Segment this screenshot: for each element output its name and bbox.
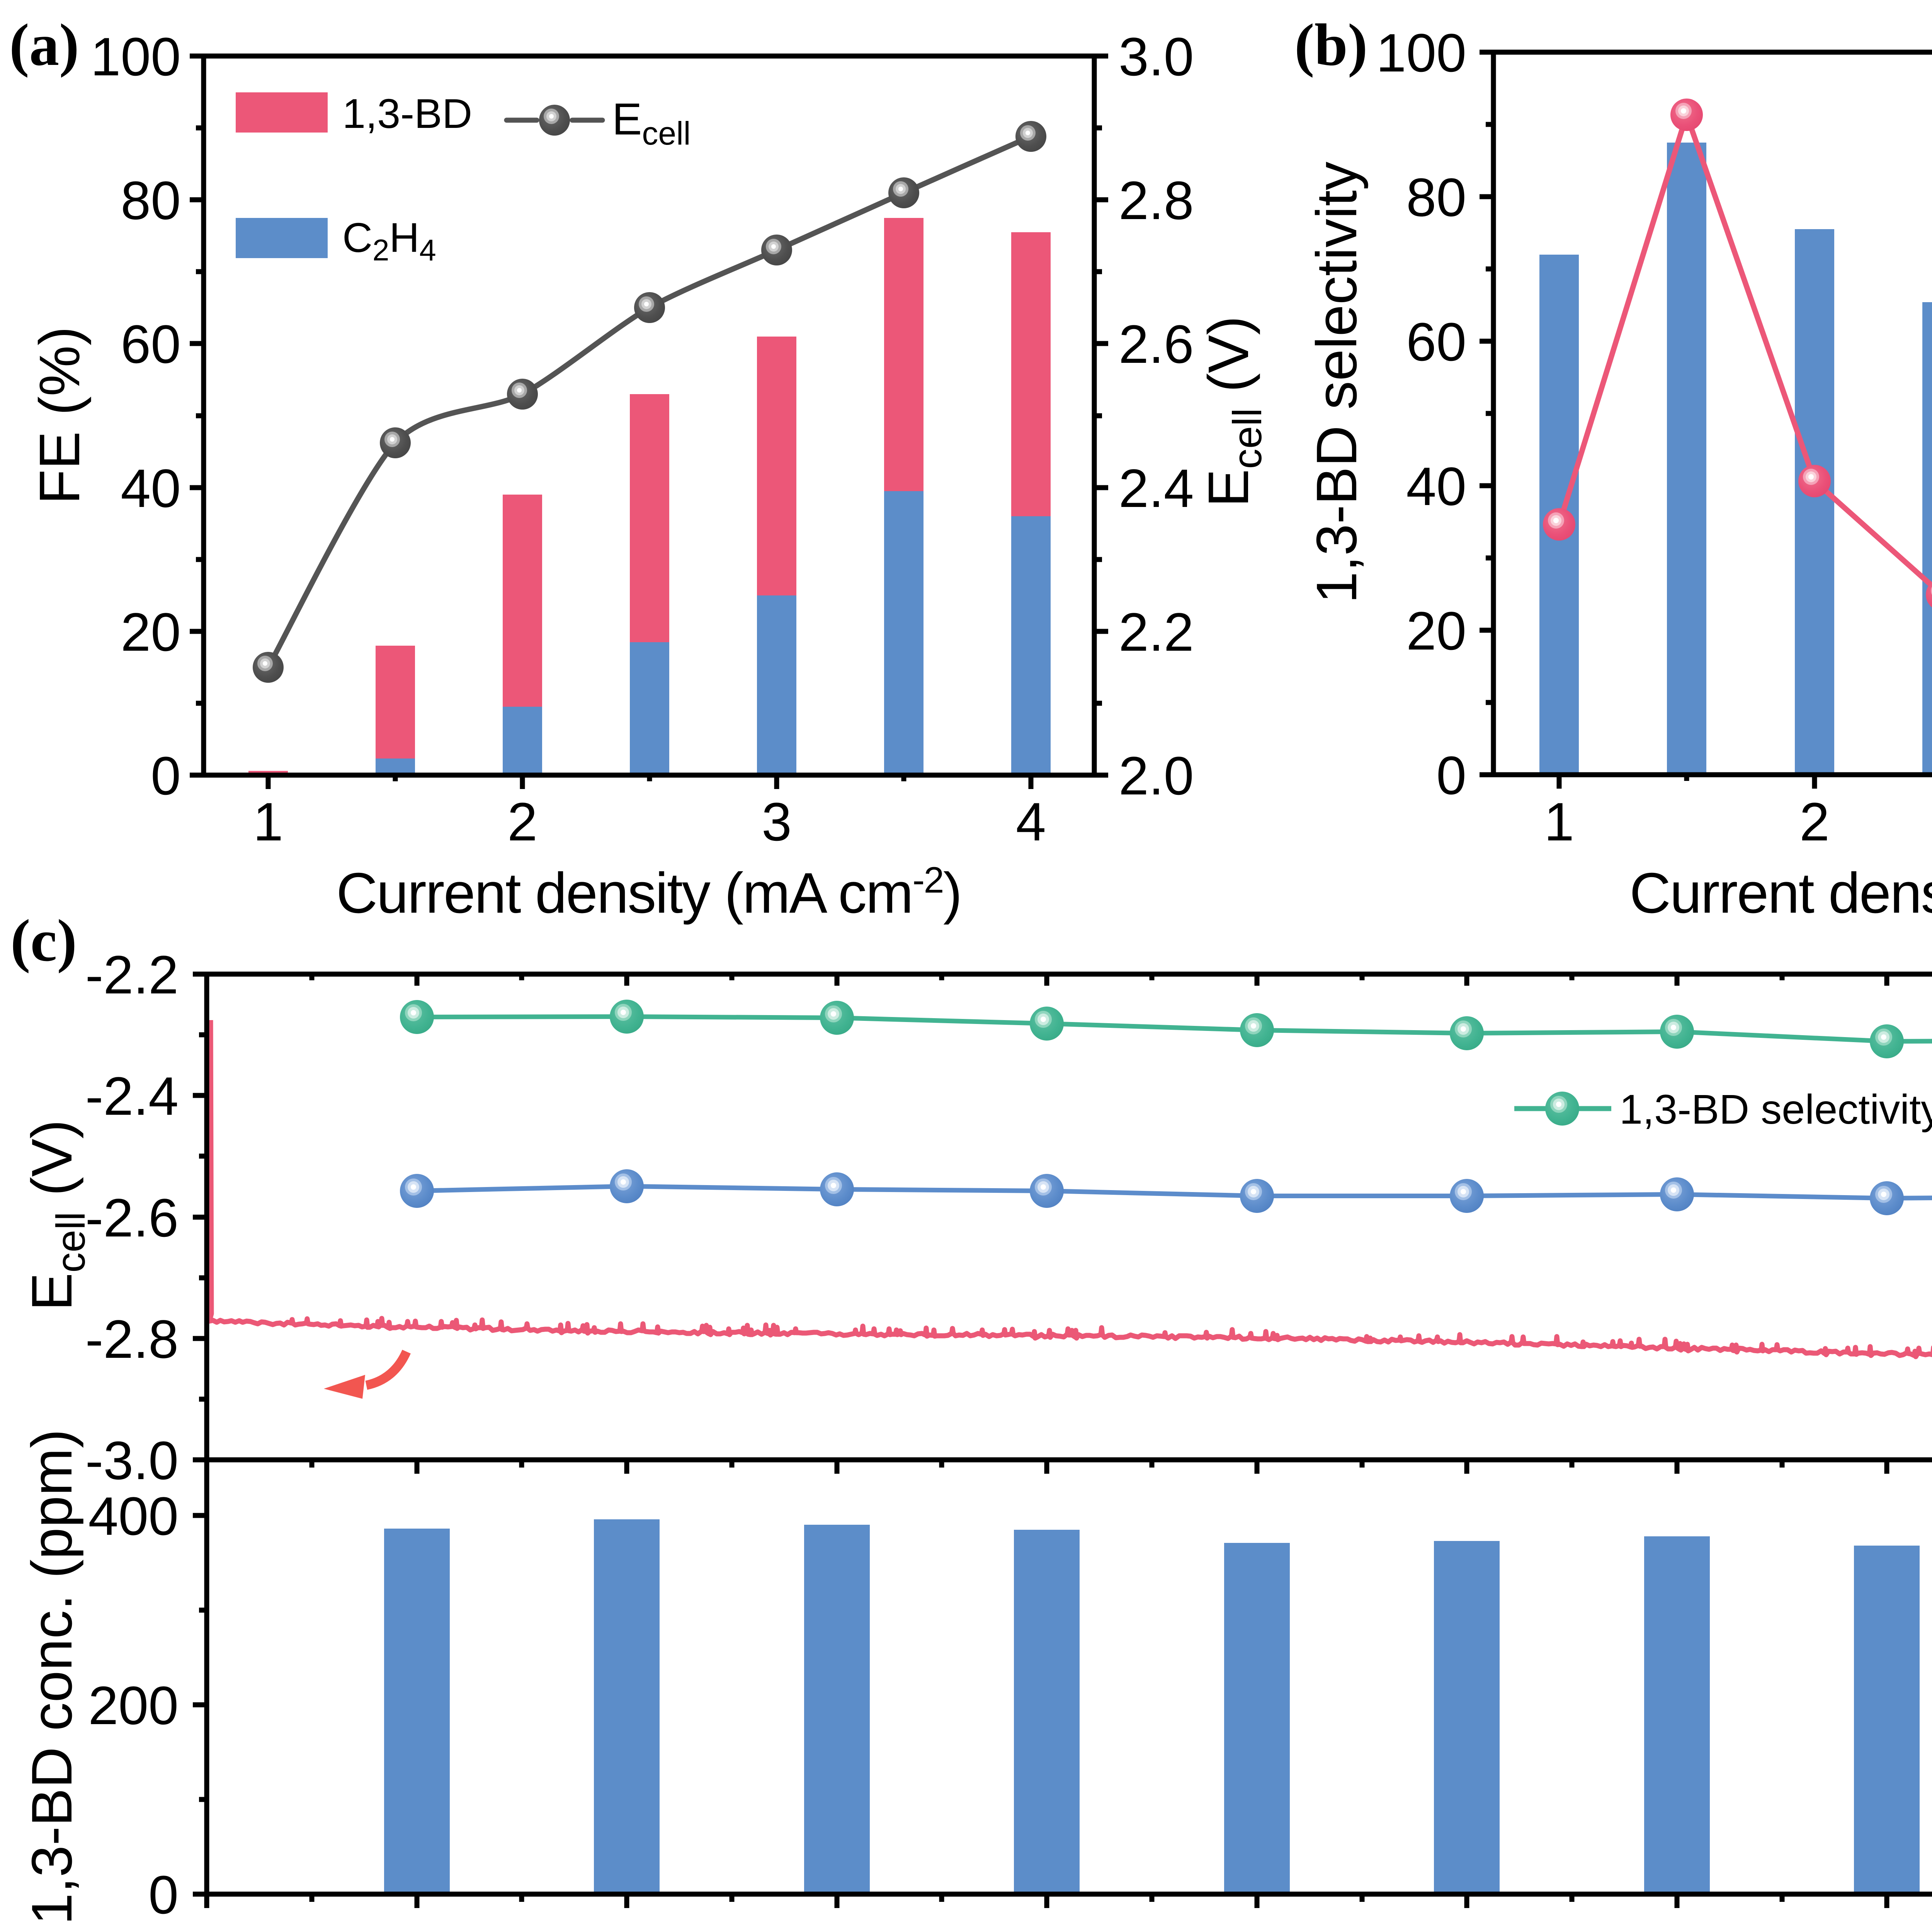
svg-text:Current density (mA cm-2): Current density (mA cm-2) — [1629, 860, 1932, 925]
svg-text:2.8: 2.8 — [1119, 170, 1194, 231]
svg-text:0: 0 — [192, 1928, 222, 1932]
svg-text:-2.2: -2.2 — [85, 944, 179, 1005]
svg-text:60: 60 — [1406, 311, 1466, 372]
svg-text:3: 3 — [762, 791, 792, 852]
svg-text:20: 20 — [121, 602, 181, 662]
svg-text:4: 4 — [1032, 1928, 1062, 1932]
svg-text:1: 1 — [402, 1928, 432, 1932]
svg-text:7: 7 — [1662, 1928, 1692, 1932]
svg-text:-2.4: -2.4 — [85, 1066, 179, 1126]
svg-text:2.4: 2.4 — [1119, 458, 1194, 519]
svg-text:2: 2 — [612, 1928, 642, 1932]
svg-text:40: 40 — [1406, 456, 1466, 517]
svg-text:4: 4 — [1016, 791, 1046, 852]
svg-text:(b): (b) — [1294, 12, 1367, 78]
svg-text:400: 400 — [88, 1486, 179, 1546]
svg-text:80: 80 — [1406, 167, 1466, 228]
svg-text:5: 5 — [1242, 1928, 1272, 1932]
svg-text:2.0: 2.0 — [1119, 745, 1194, 806]
svg-text:100: 100 — [1376, 22, 1466, 83]
svg-text:2: 2 — [507, 791, 537, 852]
svg-text:FE (%): FE (%) — [28, 327, 92, 504]
svg-text:8: 8 — [1872, 1928, 1902, 1932]
svg-text:-2.8: -2.8 — [85, 1309, 179, 1369]
svg-text:6: 6 — [1452, 1928, 1482, 1932]
svg-text:2: 2 — [1799, 791, 1830, 852]
svg-text:0: 0 — [148, 1864, 179, 1925]
svg-text:0: 0 — [151, 745, 181, 806]
svg-text:1,3-BD selectivity: 1,3-BD selectivity — [1305, 162, 1369, 603]
svg-text:(c): (c) — [10, 907, 77, 974]
svg-text:3.0: 3.0 — [1119, 26, 1194, 87]
svg-text:80: 80 — [121, 170, 181, 231]
svg-text:2.2: 2.2 — [1119, 602, 1194, 662]
svg-text:Current density (mA cm-2): Current density (mA cm-2) — [336, 860, 961, 925]
svg-text:(a): (a) — [9, 12, 79, 78]
svg-text:100: 100 — [90, 26, 181, 87]
svg-text:40: 40 — [121, 458, 181, 519]
svg-text:1,3-BD: 1,3-BD — [342, 90, 472, 137]
svg-text:1: 1 — [1544, 791, 1574, 852]
svg-text:200: 200 — [88, 1675, 179, 1736]
svg-text:-2.6: -2.6 — [85, 1187, 179, 1248]
svg-text:2.6: 2.6 — [1119, 314, 1194, 374]
svg-text:3: 3 — [822, 1928, 852, 1932]
svg-text:0: 0 — [1436, 745, 1466, 806]
svg-text:1,3-BD conc. (ppm): 1,3-BD conc. (ppm) — [20, 1429, 84, 1925]
svg-text:1,3-BD selectivity: 1,3-BD selectivity — [1619, 1086, 1932, 1133]
svg-text:-3.0: -3.0 — [85, 1430, 179, 1491]
svg-text:60: 60 — [121, 314, 181, 374]
svg-text:Ecell (V): Ecell (V) — [20, 1120, 94, 1311]
svg-text:20: 20 — [1406, 600, 1466, 661]
svg-text:1: 1 — [253, 791, 283, 852]
